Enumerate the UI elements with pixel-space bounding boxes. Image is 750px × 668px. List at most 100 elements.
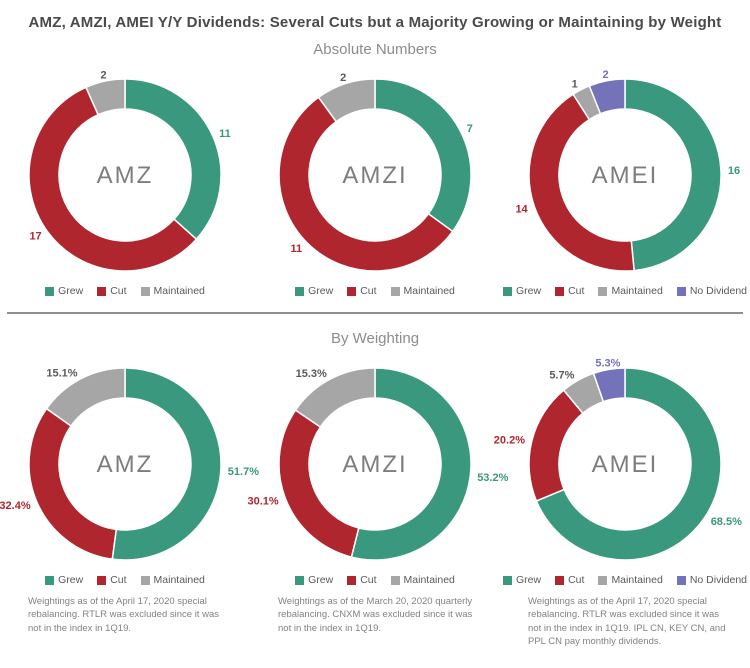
donut-segment-grew: [535, 367, 722, 561]
legend-item-grew: Grew: [503, 285, 541, 297]
legend-swatch-grew: [45, 286, 55, 296]
legend-item-maintained: Maintained: [598, 574, 663, 586]
segment-value-label-grew: 68.5%: [711, 516, 742, 528]
donut-segment-cut: [528, 93, 635, 272]
legend-label-grew: Grew: [516, 574, 542, 586]
donut-chart-amz-by-weighting: 51.7% 32.4% 15.1% AMZ: [0, 367, 259, 561]
legend-swatch-no_dividend: [676, 575, 686, 585]
legend-label-maintained: Maintained: [403, 285, 455, 297]
absolute-numbers-charts-row: 11 17 2 AMZ Grew Cut Maintained 7 11 2 AMZI Grew Cut…: [0, 58, 750, 298]
chart-legend-amei-by-weighting: Grew Cut Maintained No Dividend: [496, 573, 750, 587]
donut-center-label: AMEI: [592, 451, 659, 478]
legend-swatch-cut: [555, 575, 565, 585]
legend-item-cut: Cut: [347, 574, 377, 586]
section-subtitle-weighting: By Weighting: [330, 330, 420, 347]
segment-value-label-cut: 30.1%: [247, 496, 278, 508]
legend-item-cut: Cut: [555, 574, 584, 586]
legend-label-no_dividend: No Dividend: [689, 285, 748, 297]
legend-swatch-cut: [347, 286, 357, 296]
legend-label-grew: Grew: [308, 285, 334, 297]
legend-item-no_dividend: No Dividend: [676, 574, 748, 586]
donut-center-label: AMEI: [592, 162, 659, 189]
chart-legend-amz-by-weighting: Grew Cut Maintained: [38, 573, 212, 587]
footnote-amzi: Weightings as of the March 20, 2020 quar…: [278, 596, 473, 634]
donut-segment-cut: [28, 407, 118, 560]
legend-swatch-grew: [295, 575, 305, 585]
legend-swatch-no_dividend: [676, 286, 686, 296]
donut-segment-cut: [278, 96, 454, 272]
segment-value-label-no_dividend: 2: [602, 69, 608, 81]
donut-chart-amz-absolute-numbers: 11 17 2 AMZ: [28, 69, 231, 272]
legend-swatch-grew: [503, 286, 512, 296]
legend-item-grew: Grew: [295, 574, 333, 586]
legend-swatch-maintained: [140, 575, 150, 585]
legend-swatch-cut: [347, 575, 357, 585]
segment-value-label-grew: 7: [467, 123, 473, 135]
donut-segment-maintained: [317, 78, 376, 123]
legend-item-grew: Grew: [45, 285, 83, 297]
legend-item-grew: Grew: [503, 574, 541, 586]
legend-swatch-maintained: [390, 575, 400, 585]
donut-segment-no_dividend: [588, 78, 626, 115]
legend-label-cut: Cut: [360, 574, 377, 586]
segment-value-label-grew: 11: [219, 128, 231, 140]
legend-swatch-grew: [295, 286, 305, 296]
footnotes-row: Weightings as of the April 17, 2020 spec…: [0, 595, 750, 649]
segment-value-label-maintained: 1: [572, 78, 578, 90]
donut-segment-no_dividend: [592, 367, 626, 403]
segment-value-label-grew: 51.7%: [228, 466, 259, 478]
legend-item-maintained: Maintained: [140, 574, 205, 586]
segment-value-label-maintained: 2: [340, 72, 346, 84]
donut-center-label: AMZI: [342, 451, 407, 478]
legend-label-grew: Grew: [308, 574, 334, 586]
segment-value-label-maintained: 5.7%: [549, 369, 574, 381]
legend-item-grew: Grew: [45, 574, 83, 586]
donut-center-label: AMZ: [97, 162, 154, 189]
footnote-amz: Weightings as of the April 17, 2020 spec…: [28, 596, 219, 634]
chart-cell-amei-absolute-numbers: 16 14 1 2 AMEI Grew Cut Maintained No Dividend: [500, 58, 750, 298]
chart-cell-amz-absolute-numbers: 11 17 2 AMZ Grew Cut Maintained: [0, 58, 250, 298]
donut-segment-grew: [350, 367, 472, 561]
legend-item-maintained: Maintained: [390, 574, 455, 586]
segment-value-label-maintained: 2: [101, 69, 107, 81]
legend-item-grew: Grew: [295, 285, 333, 297]
donut-segment-maintained: [294, 367, 376, 429]
legend-swatch-grew: [45, 575, 55, 585]
legend-label-cut: Cut: [568, 574, 585, 586]
legend-item-maintained: Maintained: [598, 285, 663, 297]
segment-value-label-cut: 32.4%: [0, 500, 31, 512]
legend-swatch-grew: [503, 575, 512, 585]
chart-cell-amzi-by-weighting: 53.2% 30.1% 15.3% AMZI Grew Cut Maintained: [247, 347, 509, 587]
donut-segment-cut: [528, 389, 584, 502]
legend-item-maintained: Maintained: [140, 285, 205, 297]
donut-segment-maintained: [84, 78, 126, 116]
chart-legend-amz-absolute-numbers: Grew Cut Maintained: [38, 284, 212, 298]
donut-segment-cut: [278, 409, 360, 558]
donut-chart-amei-by-weighting: 68.5% 20.2% 5.7% 5.3% AMEI: [494, 357, 742, 561]
segment-value-label-cut: 17: [29, 231, 41, 243]
legend-label-cut: Cut: [110, 285, 127, 297]
legend-label-maintained: Maintained: [403, 574, 455, 586]
by-weighting-charts-row: 51.7% 32.4% 15.1% AMZ Grew Cut Maintained 53.2%…: [0, 347, 750, 587]
legend-item-maintained: Maintained: [390, 285, 455, 297]
donut-segment-maintained: [45, 367, 126, 427]
legend-item-cut: Cut: [97, 574, 127, 586]
chart-cell-amei-by-weighting: 68.5% 20.2% 5.7% 5.3% AMEI Grew Cut Maintained N…: [494, 347, 750, 587]
chart-legend-amzi-by-weighting: Grew Cut Maintained: [288, 573, 462, 587]
segment-value-label-maintained: 15.1%: [46, 368, 77, 380]
donut-center-label: AMZI: [342, 162, 407, 189]
legend-swatch-cut: [97, 575, 107, 585]
donut-segment-cut: [28, 86, 198, 272]
legend-label-maintained: Maintained: [153, 574, 205, 586]
segment-value-label-cut: 14: [515, 204, 528, 216]
donut-chart-amzi-absolute-numbers: 7 11 2 AMZI: [278, 72, 473, 272]
donut-center-label: AMZ: [97, 451, 154, 478]
legend-label-grew: Grew: [516, 285, 542, 297]
segment-value-label-cut: 11: [291, 243, 303, 255]
dividends-dashboard: AMZ, AMZI, AMEI Y/Y Dividends: Several C…: [0, 14, 750, 649]
legend-label-maintained: Maintained: [611, 285, 663, 297]
legend-label-no_dividend: No Dividend: [689, 574, 748, 586]
legend-item-cut: Cut: [97, 285, 127, 297]
chart-cell-amzi-absolute-numbers: 7 11 2 AMZI Grew Cut Maintained: [250, 58, 500, 298]
